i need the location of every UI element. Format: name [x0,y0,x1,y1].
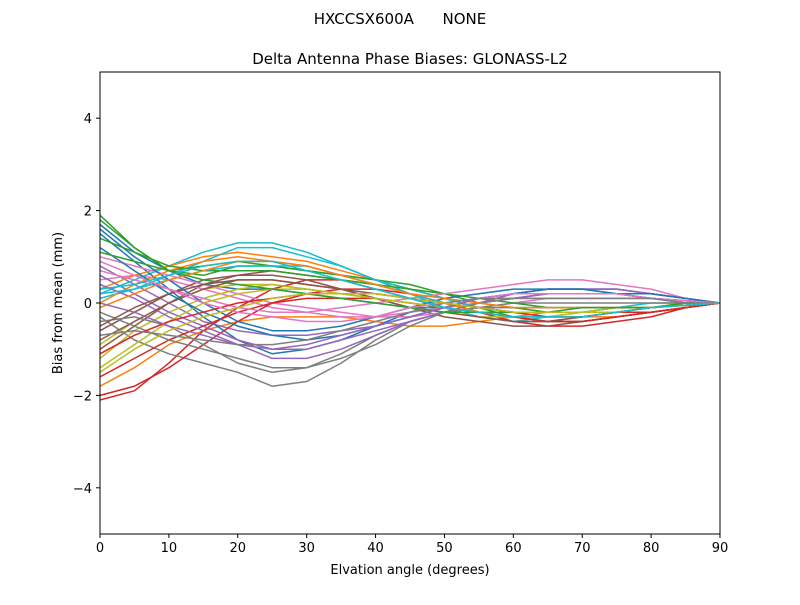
series-line-40 [99,260,721,318]
series-line-25 [99,283,721,360]
y-axis: −4 −2 0 2 4 [73,112,100,497]
x-tick-label: 60 [505,541,522,556]
y-tick-label: 0 [84,297,92,312]
x-tick-label: 80 [643,541,660,556]
series-layer [99,214,721,401]
y-axis-label: Bias from mean (mm) [51,232,66,374]
x-tick-label: 50 [436,541,453,556]
x-axis: 0 10 20 30 40 50 60 70 80 90 [96,534,728,556]
x-tick-label: 0 [96,541,104,556]
x-tick-label: 10 [161,541,178,556]
x-axis-label: Elvation angle (degrees) [330,563,489,578]
x-tick-label: 30 [298,541,315,556]
y-tick-label: −4 [73,482,92,497]
y-tick-label: −2 [73,389,92,404]
x-tick-label: 70 [574,541,591,556]
series-line-37 [99,260,721,323]
chart-title: Delta Antenna Phase Biases: GLONASS-L2 [252,50,568,68]
y-tick-label: 2 [84,205,92,220]
x-tick-label: 40 [367,541,384,556]
y-tick-label: 4 [84,112,92,127]
series-line-38 [99,297,720,346]
figure-suptitle: HXCCSX600A NONE [314,10,486,28]
x-tick-label: 20 [230,541,247,556]
x-tick-label: 90 [712,541,729,556]
